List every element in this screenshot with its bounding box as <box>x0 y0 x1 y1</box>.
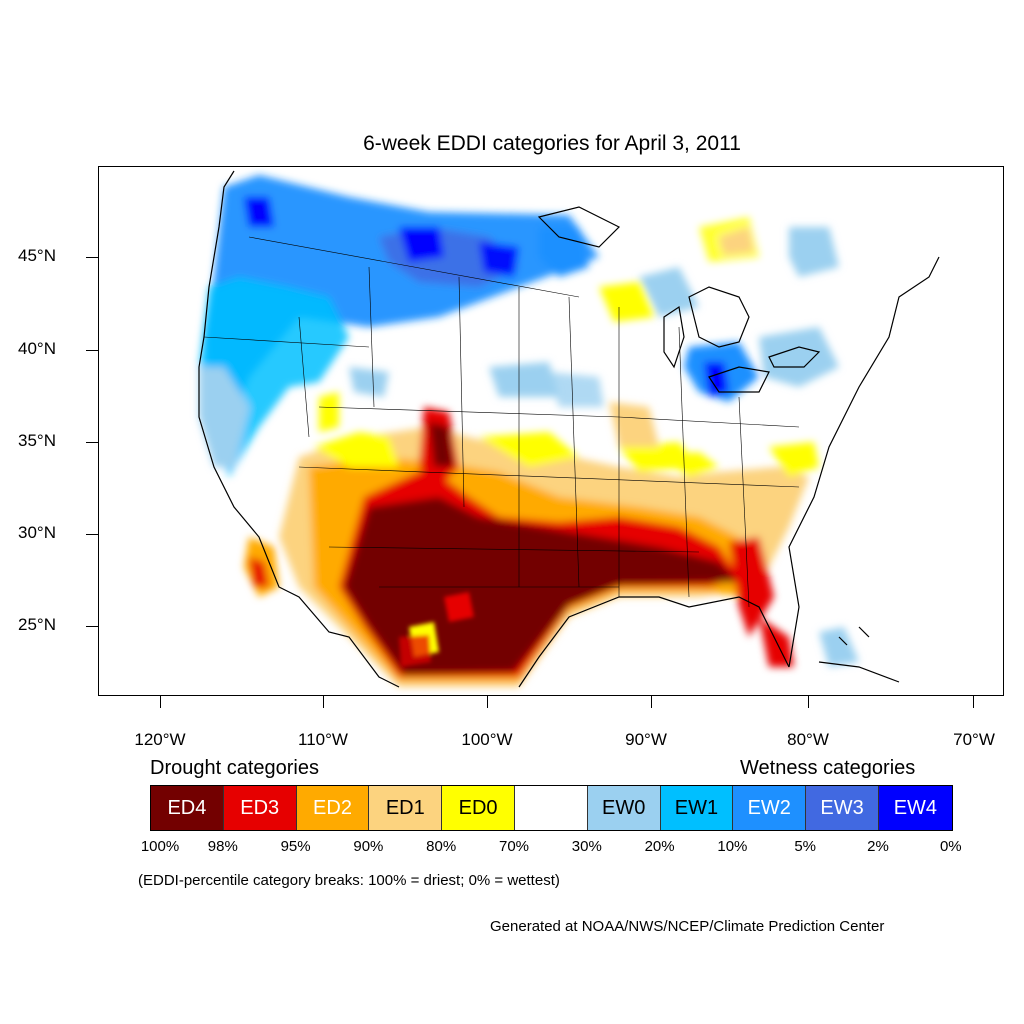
lat-label-35: 35°N <box>18 431 56 450</box>
percentile-break: 20% <box>644 838 675 855</box>
legend-box-ed2: ED2 <box>296 786 370 830</box>
legend-box-ed0: ED0 <box>442 786 515 830</box>
legend-box-ew2: EW2 <box>733 786 807 830</box>
drought-heading: Drought categories <box>150 757 319 779</box>
legend-box-ed3: ED3 <box>223 786 297 830</box>
map-title: 6-week EDDI categories for April 3, 2011 <box>363 132 741 155</box>
legend-box-ew1: EW1 <box>660 786 734 830</box>
category-legend: ED4 ED3 ED2 ED1 ED0 EW0 EW1 EW2 EW3 EW4 <box>150 785 953 831</box>
percentile-break: 2% <box>867 838 889 855</box>
percentile-break: 95% <box>280 838 311 855</box>
percentile-break: 80% <box>426 838 457 855</box>
legend-box-ed4: ED4 <box>151 786 224 830</box>
breaks-note: (EDDI-percentile category breaks: 100% =… <box>138 872 560 889</box>
percentile-break: 30% <box>571 838 602 855</box>
map-canvas <box>198 170 940 688</box>
lon-tick <box>808 696 809 708</box>
lon-label-90w: 90°W <box>625 730 667 749</box>
drought-spots <box>399 592 474 667</box>
lat-tick <box>86 626 98 627</box>
lat-label-40: 40°N <box>18 339 56 358</box>
state-borders <box>203 236 800 608</box>
lon-tick <box>323 696 324 708</box>
legend-box-ew3: EW3 <box>806 786 879 830</box>
percentile-break: 90% <box>353 838 384 855</box>
lon-label-80w: 80°W <box>787 730 829 749</box>
legend-box-ed1: ED1 <box>369 786 443 830</box>
lon-label-100w: 100°W <box>461 730 513 749</box>
lon-tick <box>160 696 161 708</box>
percentile-break: 98% <box>207 838 238 855</box>
lon-tick <box>487 696 488 708</box>
lon-tick <box>651 696 652 708</box>
lat-label-25: 25°N <box>18 615 56 634</box>
legend-box-ew4: EW4 <box>878 786 952 830</box>
percentile-break: 70% <box>498 838 530 855</box>
caribbean-islands <box>818 626 900 683</box>
lon-label-110w: 110°W <box>298 730 348 749</box>
percentile-break: 5% <box>794 838 817 855</box>
lat-label-45: 45°N <box>18 246 56 265</box>
legend-box-ew0: EW0 <box>587 786 661 830</box>
percentile-break: 100% <box>140 838 180 855</box>
percentile-break: 0% <box>939 838 962 855</box>
wetness-regions <box>199 175 859 667</box>
lon-label-70w: 70°W <box>953 730 995 749</box>
lat-tick <box>86 257 98 258</box>
eddi-map <box>98 166 1004 696</box>
lat-tick <box>86 534 98 535</box>
credit-line: Generated at NOAA/NWS/NCEP/Climate Predi… <box>490 918 885 935</box>
percentile-break: 10% <box>717 838 748 855</box>
legend-box-neutral <box>514 786 588 830</box>
lat-tick <box>86 442 98 443</box>
lat-label-30: 30°N <box>18 523 56 542</box>
lat-tick <box>86 350 98 351</box>
lon-label-120w: 120°W <box>134 730 186 749</box>
coastlines <box>198 170 940 688</box>
drought-regions <box>244 217 819 687</box>
lon-tick <box>973 696 974 708</box>
wetness-heading: Wetness categories <box>740 757 916 779</box>
